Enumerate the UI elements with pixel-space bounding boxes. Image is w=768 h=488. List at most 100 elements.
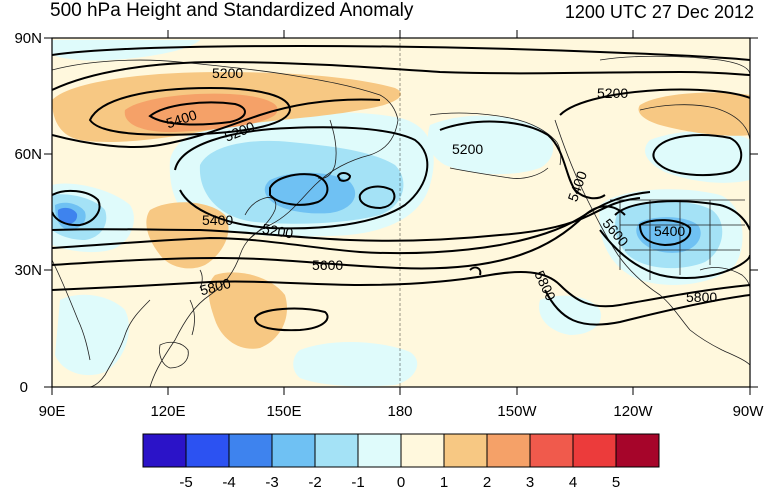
anomaly-neg4-west bbox=[57, 207, 78, 225]
contour-us-low bbox=[638, 219, 692, 247]
colorbar-label: 4 bbox=[569, 474, 577, 488]
lat-label-90n: 90N bbox=[14, 30, 42, 47]
lon-label-150w: 150W bbox=[497, 403, 537, 420]
colorbar-swatch bbox=[443, 433, 488, 468]
contour-label-5200-a: 5200 bbox=[212, 65, 243, 81]
contour-4800-tiny bbox=[336, 172, 352, 182]
colorbar-swatch bbox=[271, 433, 316, 468]
contour-5400-ridge bbox=[52, 98, 381, 148]
contour-label-5800-a: 5800 bbox=[198, 275, 232, 299]
anomaly-neg1-indochina bbox=[55, 294, 129, 376]
lon-label-150e: 150E bbox=[266, 403, 301, 420]
contour-5200-north bbox=[52, 44, 750, 61]
colorbar-swatch bbox=[529, 433, 574, 468]
contour-5600-jet bbox=[52, 205, 626, 270]
colorbar-label: 2 bbox=[483, 474, 491, 488]
contour-5200-alaska bbox=[439, 120, 606, 200]
contour-5000-west bbox=[52, 189, 101, 227]
lat-label-60n: 60N bbox=[14, 146, 42, 163]
contour-us-trough bbox=[614, 200, 750, 231]
contour-label-5600-a: 5600 bbox=[312, 257, 343, 273]
contour-label-5400-d: 5400 bbox=[654, 223, 685, 239]
contour-label-5200-e: 5200 bbox=[261, 220, 295, 241]
coast-nw-america bbox=[554, 119, 691, 331]
contour-label-5400-b: 5400 bbox=[202, 212, 233, 228]
contour-4800-low bbox=[269, 173, 329, 206]
lon-axis bbox=[51, 30, 751, 395]
coast-indochina bbox=[89, 299, 151, 387]
lon-label-180: 180 bbox=[387, 403, 412, 420]
contour-polar-5200 bbox=[52, 60, 750, 91]
anomaly-shading-neg4 bbox=[57, 207, 78, 225]
anomaly-pos2-philippine bbox=[208, 272, 288, 349]
lat-labels: 90N 60N 30N 0 bbox=[14, 30, 42, 396]
contour-5800-east bbox=[544, 289, 750, 326]
coastlines bbox=[52, 55, 750, 387]
contour-5400-inner bbox=[148, 101, 246, 126]
colorbar-swatch bbox=[228, 433, 273, 468]
colorbar-swatch bbox=[615, 433, 660, 468]
anomaly-neg1-arctic bbox=[52, 40, 200, 61]
lat-axis bbox=[44, 37, 758, 388]
colorbar-label: 0 bbox=[397, 474, 405, 488]
coast-greenland bbox=[599, 55, 750, 76]
coast-philippines bbox=[189, 299, 195, 336]
coast-states-grid bbox=[619, 200, 745, 280]
lon-label-90w: 90W bbox=[733, 403, 765, 420]
coast-asia-north bbox=[52, 59, 399, 121]
colorbar-swatch bbox=[486, 433, 531, 468]
coast-aleutians bbox=[449, 167, 549, 179]
colorbar-label: -2 bbox=[308, 474, 321, 488]
contour-5800-small bbox=[253, 307, 329, 332]
colorbar-swatch bbox=[357, 433, 402, 468]
anomaly-pos2-china bbox=[146, 202, 229, 269]
colorbar-swatch bbox=[142, 433, 187, 468]
colorbar-label: 1 bbox=[440, 474, 448, 488]
anomaly-neg3-us bbox=[636, 217, 701, 253]
coast-borneo bbox=[159, 341, 189, 369]
lon-label-120w: 120W bbox=[613, 403, 653, 420]
colorbar-label: -1 bbox=[351, 474, 364, 488]
contour-label-5800-c: 5800 bbox=[686, 289, 717, 305]
lat-label-30n: 30N bbox=[14, 262, 42, 279]
lat-label-eq: 0 bbox=[20, 379, 28, 396]
map-title: 500 hPa Height and Standardized Anomaly bbox=[50, 0, 414, 21]
anomaly-pos2-canada bbox=[638, 92, 750, 136]
colorbar: -5 -4 -3 -2 -1 0 1 2 3 4 5 bbox=[142, 433, 660, 488]
contour-4800-small bbox=[358, 185, 396, 210]
lon-label-90e: 90E bbox=[39, 403, 66, 420]
colorbar-label: 5 bbox=[612, 474, 620, 488]
coast-kamchatka bbox=[317, 119, 337, 179]
coast-taiwan bbox=[199, 269, 203, 289]
height-contours bbox=[52, 44, 750, 332]
coast-india bbox=[52, 259, 91, 361]
contour-kink bbox=[469, 266, 482, 276]
colorbar-swatch bbox=[400, 433, 445, 468]
contour-canada-closed bbox=[652, 134, 743, 177]
colorbar-label: -5 bbox=[179, 474, 192, 488]
contour-label-5200-d: 5200 bbox=[597, 85, 628, 101]
anomaly-shading-pos bbox=[52, 72, 750, 349]
contour-5400-closed bbox=[88, 86, 292, 136]
colorbar-swatch bbox=[185, 433, 230, 468]
map-datetime: 1200 UTC 27 Dec 2012 bbox=[564, 2, 754, 22]
colorbar-label: -3 bbox=[265, 474, 278, 488]
contour-hudson bbox=[559, 88, 750, 116]
lon-labels: 90E 120E 150E 180 150W 120W 90W bbox=[39, 403, 765, 420]
contour-label-5200-c: 5200 bbox=[452, 141, 483, 157]
contour-5200-jet bbox=[52, 197, 641, 242]
anomaly-neg1-pacific-s bbox=[293, 341, 418, 387]
contour-5200-siberia bbox=[174, 126, 429, 230]
lon-label-120e: 120E bbox=[150, 403, 185, 420]
anomaly-neg1-alaska bbox=[427, 115, 554, 175]
coast-hudson bbox=[639, 104, 750, 141]
map-frame bbox=[51, 37, 751, 388]
colorbar-swatch bbox=[572, 433, 617, 468]
coast-central-america bbox=[689, 329, 750, 366]
contour-5400-jet bbox=[52, 191, 651, 255]
contour-us-trough-2 bbox=[599, 229, 750, 280]
contour-5800-south bbox=[52, 271, 750, 308]
colorbar-swatch bbox=[314, 433, 359, 468]
colorbar-label: -4 bbox=[222, 474, 235, 488]
